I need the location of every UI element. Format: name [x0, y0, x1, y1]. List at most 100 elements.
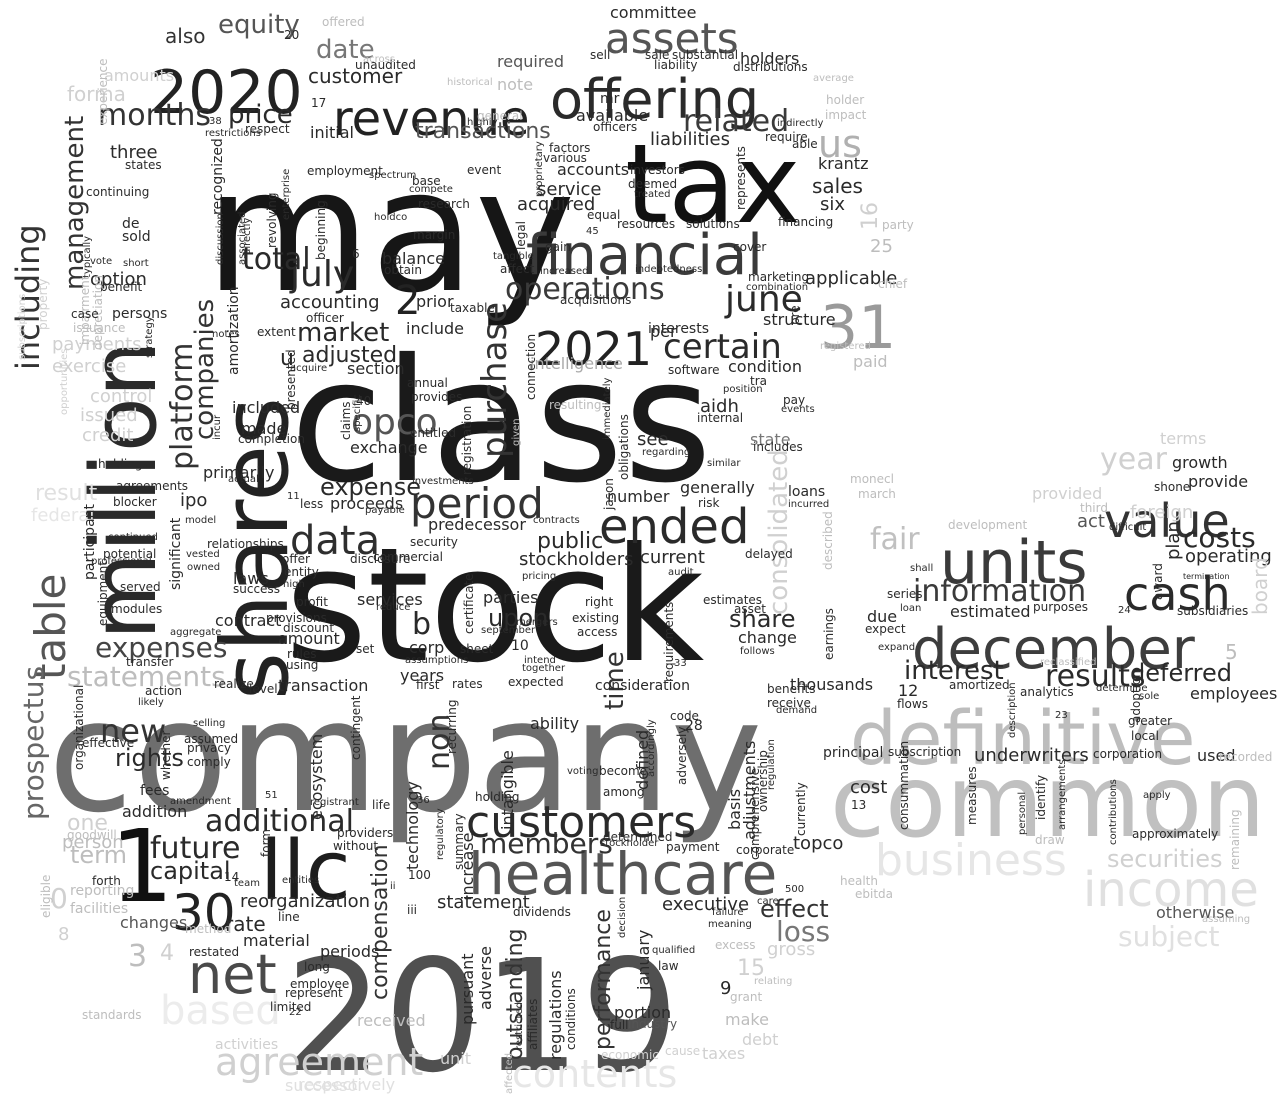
cloud-word-award: award — [1151, 563, 1165, 600]
cloud-word-adversely: adversely — [675, 726, 689, 785]
cloud-word-pre: pre — [788, 305, 802, 325]
cloud-word-committee: committee — [610, 2, 697, 22]
cloud-word-three: three — [110, 141, 158, 163]
cloud-word-series: series — [887, 586, 923, 601]
cloud-word-typically: typically — [82, 235, 93, 278]
cloud-word-intend: intend — [524, 655, 556, 667]
cloud-word-acquired: acquired — [517, 193, 596, 215]
cloud-word-estimated: estimated — [950, 601, 1031, 621]
cloud-word-22: 22 — [289, 1007, 302, 1019]
cloud-word-income: income — [1083, 861, 1259, 918]
cloud-word-restricted: restricted — [514, 1002, 525, 1050]
cloud-word-reclassified: reclassified — [1040, 657, 1097, 669]
cloud-word-sole: sole — [1139, 691, 1160, 703]
cloud-word-person: person — [62, 831, 124, 853]
cloud-word-payment: payment — [666, 839, 720, 854]
cloud-word-shone: shone — [1154, 479, 1191, 494]
cloud-word-option: option — [90, 268, 147, 290]
cloud-word-affected: affected — [504, 1052, 515, 1094]
cloud-word-recorded: recorded — [1219, 749, 1273, 764]
cloud-word-arrangements: arrangements — [1057, 759, 1068, 830]
cloud-word-loss: loss — [776, 915, 831, 949]
cloud-word-amount: amount — [278, 628, 340, 648]
cloud-word-solutions: solutions — [686, 216, 740, 231]
cloud-word-consideration: consideration — [595, 678, 690, 695]
cloud-word-compete: compete — [409, 184, 453, 196]
cloud-word-employees: employees — [1190, 683, 1278, 703]
cloud-word-expected: expected — [508, 674, 564, 689]
cloud-word-11: 11 — [287, 491, 300, 503]
cloud-word-across: across — [363, 54, 396, 66]
cloud-word-excess: excess — [715, 937, 756, 952]
cloud-word-addition: addition — [122, 801, 188, 821]
cloud-word-ability: ability — [530, 713, 580, 733]
cloud-word-period: period — [410, 479, 544, 529]
cloud-word-periods: periods — [320, 941, 380, 961]
cloud-word-sell: sell — [590, 47, 611, 62]
cloud-word-property: property — [36, 278, 50, 330]
cloud-word-privacy: privacy — [187, 740, 232, 755]
cloud-word-20: 20 — [284, 27, 300, 42]
cloud-word-acquisitions: acquisitions — [560, 292, 632, 307]
cloud-word-annual: annual — [407, 375, 448, 390]
cloud-word-accounts: accounts — [557, 159, 630, 179]
cloud-word-control: control — [90, 385, 153, 407]
cloud-word-cash: cash — [1124, 567, 1231, 622]
cloud-word-exercise: exercise — [52, 355, 127, 377]
cloud-word-assets: assets — [605, 14, 739, 64]
cloud-word-loan: loan — [900, 603, 922, 615]
cloud-word-without: without — [333, 838, 379, 853]
cloud-word-receive: receive — [767, 695, 811, 710]
cloud-word-reporting: reporting — [70, 883, 135, 900]
cloud-word-determined: determined — [603, 829, 673, 844]
cloud-word-sold: sold — [122, 229, 151, 246]
cloud-word-also: also — [165, 24, 206, 49]
cloud-word-paid: paid — [853, 351, 888, 371]
cloud-word-first: first — [416, 677, 440, 692]
cloud-word-credit: credit — [82, 424, 134, 446]
cloud-word-fair: fair — [870, 521, 920, 557]
cloud-word-represent: represent — [285, 985, 343, 1000]
cloud-word-respectively: respectively — [298, 1074, 396, 1094]
cloud-word-100: 100 — [408, 867, 431, 882]
cloud-word-earnings: earnings — [822, 608, 836, 660]
cloud-word-participant: participant — [82, 503, 98, 580]
cloud-word-research: research — [418, 196, 470, 211]
cloud-word-equity: equity — [218, 9, 300, 40]
cloud-word-opco: opco — [351, 401, 438, 443]
cloud-word-requirements: requirements — [662, 601, 676, 682]
cloud-word-determine: determine — [1096, 683, 1148, 695]
cloud-word-employment: employment — [307, 163, 383, 178]
cloud-word-audit: audit — [668, 567, 694, 579]
cloud-word-cause: cause — [665, 1043, 701, 1058]
cloud-word-deemed: deemed — [628, 176, 678, 191]
cloud-word-selling: selling — [193, 718, 226, 730]
cloud-word-right: right — [585, 594, 614, 609]
cloud-word-note: note — [497, 74, 534, 94]
cloud-word-margin: margin — [413, 227, 456, 242]
cloud-word-share: share — [729, 605, 796, 634]
cloud-word-applicable: applicable — [805, 267, 898, 289]
cloud-word-25: 25 — [870, 235, 893, 257]
cloud-word-estimates: estimates — [703, 592, 763, 607]
cloud-word-relationships: relationships — [207, 536, 284, 551]
cloud-word-principal: principal — [823, 745, 884, 762]
cloud-word-securities: securities — [1107, 845, 1223, 874]
cloud-word-law: law — [658, 958, 679, 973]
cloud-word-described: described — [821, 511, 835, 570]
cloud-word-vested: vested — [186, 549, 220, 561]
cloud-word-cost: cost — [850, 776, 888, 798]
cloud-word-restated: restated — [189, 944, 240, 959]
cloud-word-certain: certain — [663, 327, 782, 368]
cloud-word-resources: resources — [617, 216, 676, 231]
cloud-word-consummation: consummation — [897, 740, 911, 830]
cloud-word-method: method — [185, 921, 232, 936]
cloud-word-us: us — [818, 122, 862, 167]
cloud-word-affiliates: affiliates — [526, 998, 540, 1050]
cloud-word-entities: entities — [282, 875, 320, 887]
cloud-word-per: per — [650, 321, 677, 341]
cloud-word-entity: entity — [284, 564, 319, 579]
cloud-word-apply: apply — [1143, 790, 1171, 802]
cloud-word-using: using — [286, 657, 319, 672]
cloud-word-statements: statements — [67, 660, 226, 694]
